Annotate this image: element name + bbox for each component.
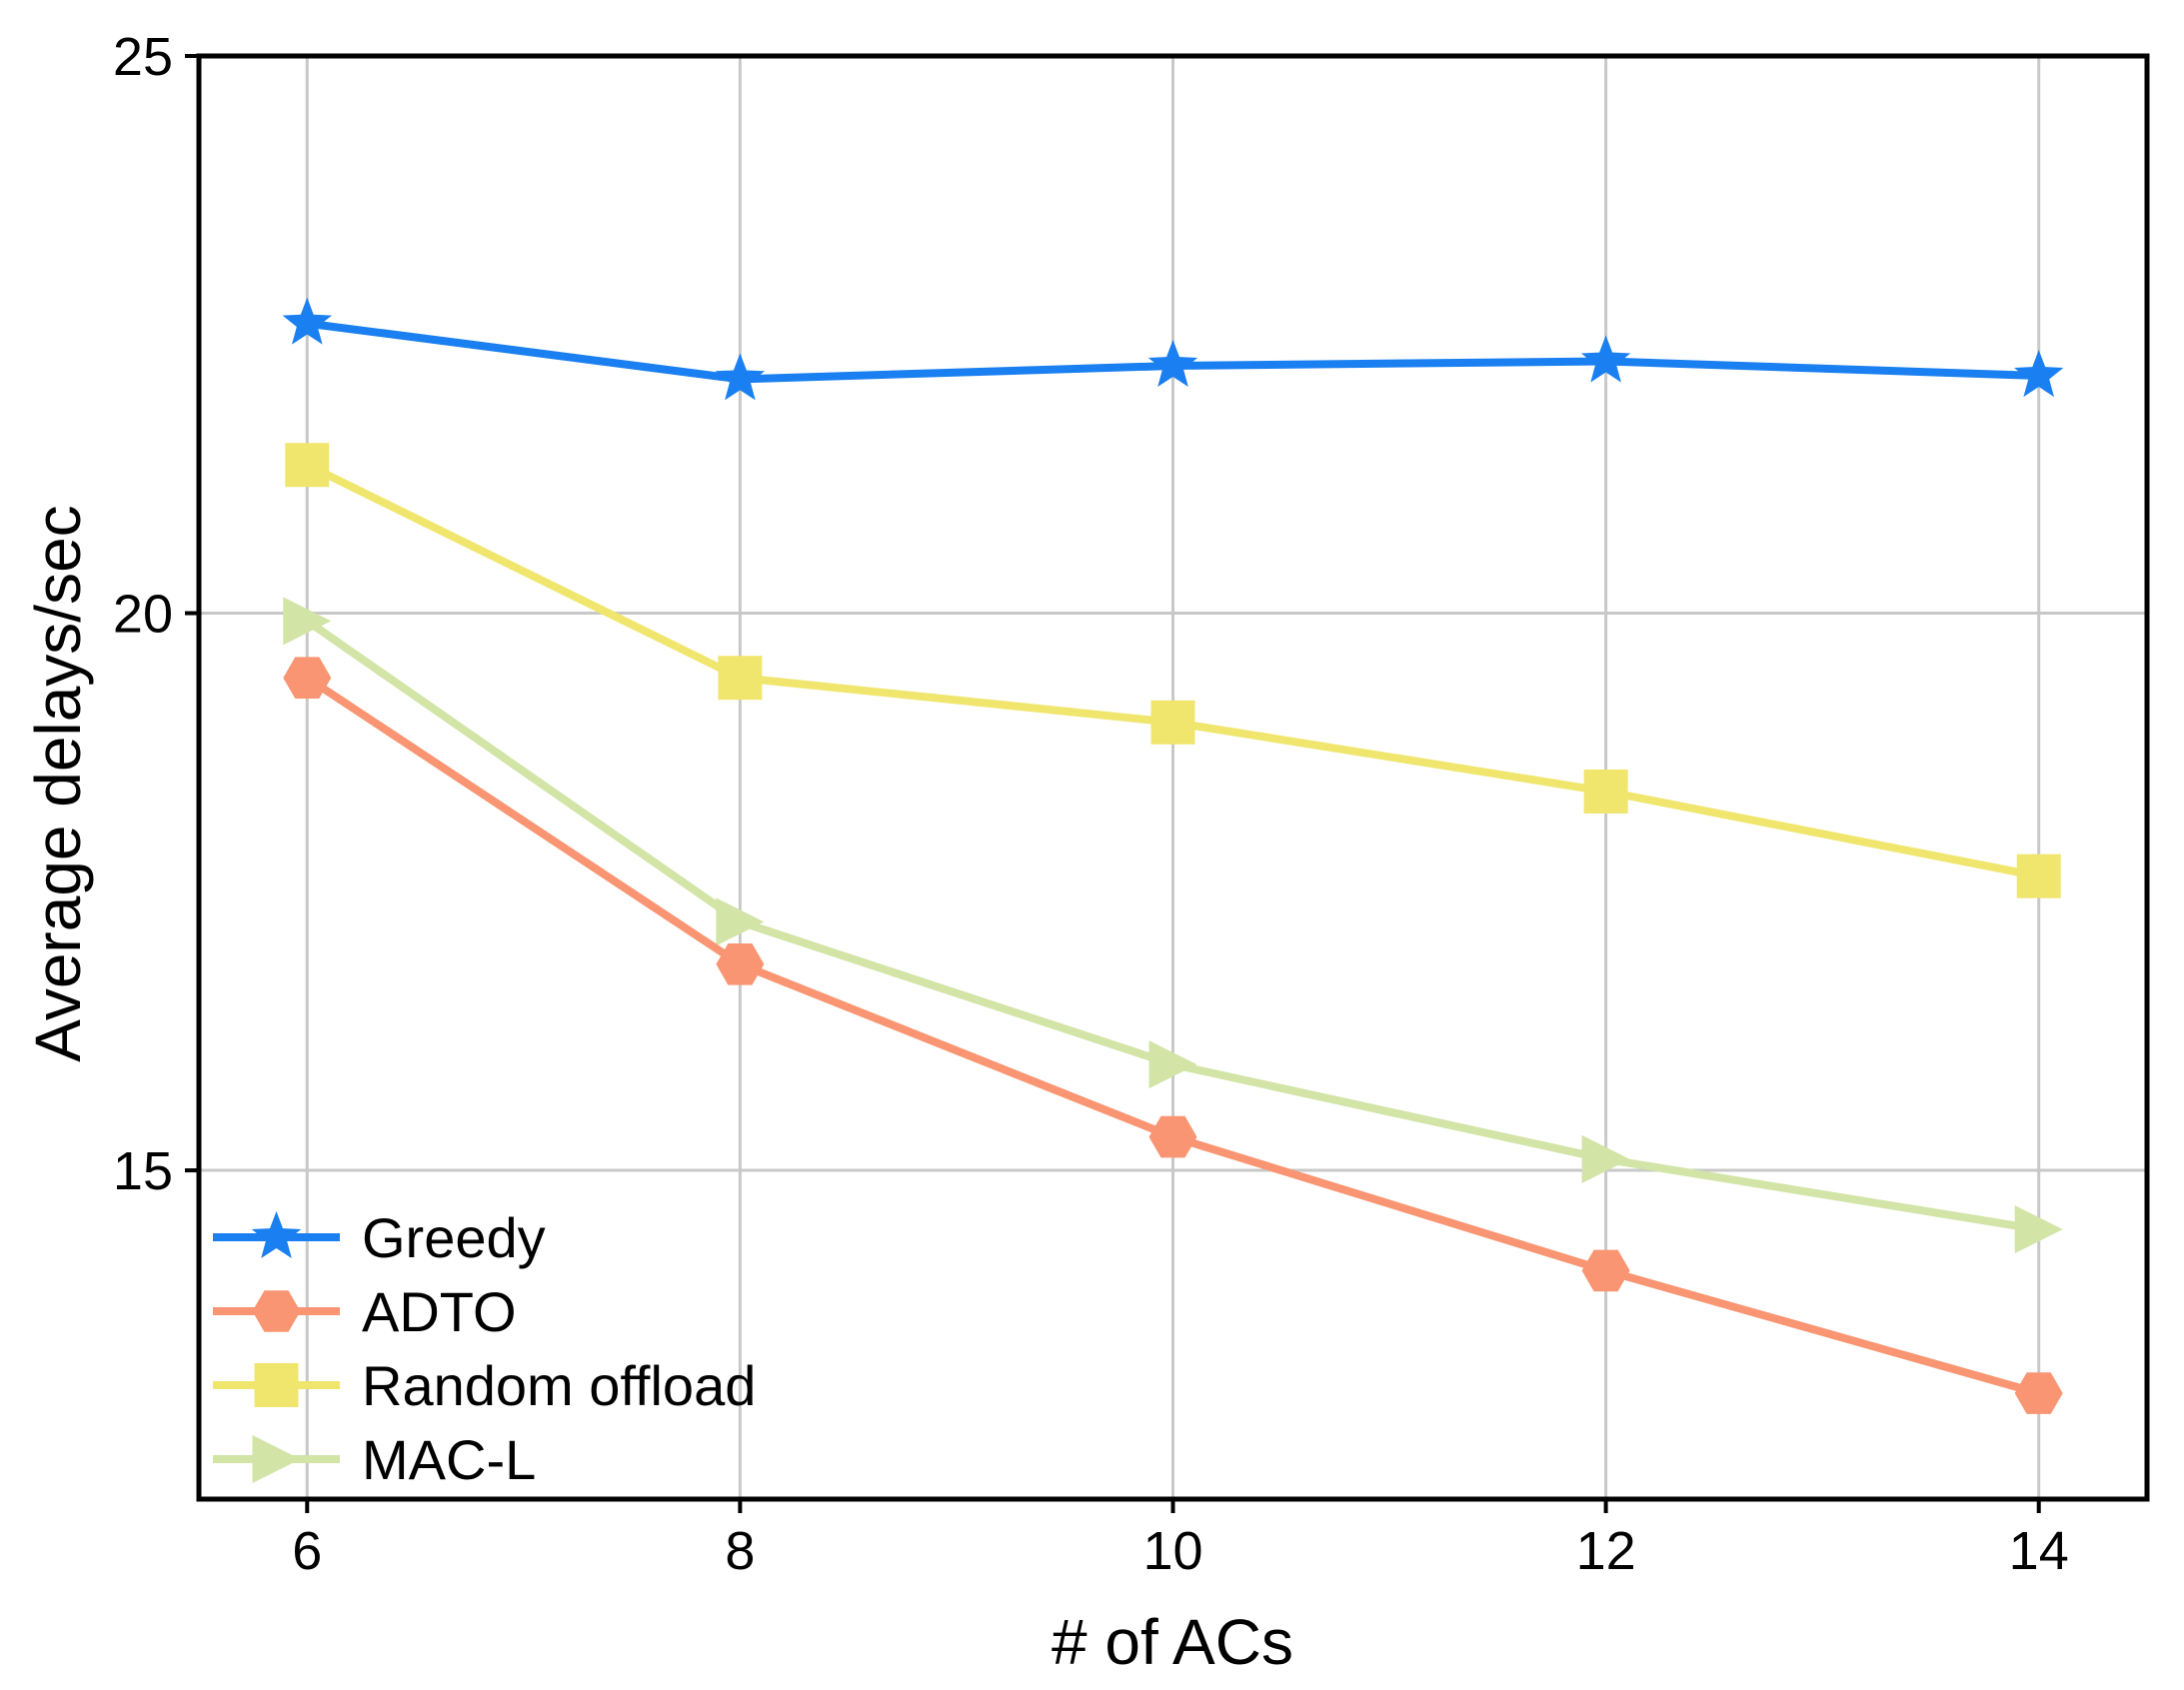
legend-label-mac-l: MAC-L (362, 1428, 536, 1491)
data-point-random-offload (1583, 769, 1628, 814)
legend-item-adto: ADTO (213, 1280, 517, 1343)
y-tick-label: 20 (113, 585, 173, 645)
legend-marker-random-offload (254, 1363, 299, 1407)
series-adto (283, 657, 2063, 1414)
series-greedy (282, 297, 2064, 401)
legend-label-adto: ADTO (362, 1280, 517, 1343)
y-tick-label: 15 (113, 1141, 173, 1201)
data-point-adto (716, 943, 765, 985)
legend-marker-adto (252, 1290, 301, 1332)
x-tick-label: 10 (1142, 1521, 1202, 1581)
data-point-greedy (1147, 340, 1198, 387)
series-group (282, 297, 2064, 1414)
data-point-greedy (1580, 335, 1631, 383)
series-random-offload (285, 443, 2061, 898)
legend-label-random-offload: Random offload (362, 1354, 756, 1417)
data-point-mac-l (2014, 1205, 2063, 1254)
y-axis-label: Average delays/sec (22, 505, 94, 1061)
data-point-mac-l (1148, 1040, 1197, 1089)
data-point-adto (283, 657, 332, 699)
legend-marker-greedy (251, 1211, 302, 1258)
data-point-greedy (2014, 350, 2064, 398)
x-tick-label: 12 (1576, 1521, 1636, 1581)
data-point-mac-l (1581, 1134, 1630, 1183)
data-point-mac-l (283, 597, 332, 646)
data-point-adto (1148, 1115, 1197, 1158)
x-tick-label: 14 (2009, 1521, 2069, 1581)
legend-label-greedy: Greedy (362, 1206, 546, 1269)
y-tick-label: 25 (113, 27, 173, 87)
series-mac-l (283, 597, 2063, 1254)
x-tick-label: 8 (725, 1521, 755, 1581)
data-point-mac-l (716, 897, 765, 946)
data-point-adto (1581, 1249, 1630, 1292)
data-point-random-offload (1150, 700, 1195, 745)
data-point-random-offload (285, 443, 330, 488)
legend-item-greedy: Greedy (213, 1206, 546, 1269)
data-point-adto (2014, 1372, 2063, 1414)
x-axis-label: # of ACs (1052, 1606, 1293, 1678)
data-point-greedy (282, 297, 332, 345)
legend-item-random-offload: Random offload (213, 1354, 756, 1417)
axis-ticks: 6 8 10 12 14 15 20 25 (113, 27, 2069, 1581)
legend-marker-mac-l (252, 1435, 301, 1483)
legend: Greedy ADTO Random offload MAC-L (213, 1206, 756, 1491)
data-point-random-offload (2016, 853, 2061, 898)
data-point-random-offload (718, 656, 763, 701)
data-point-greedy (715, 353, 766, 401)
legend-item-mac-l: MAC-L (213, 1428, 536, 1491)
x-tick-label: 6 (292, 1521, 322, 1581)
